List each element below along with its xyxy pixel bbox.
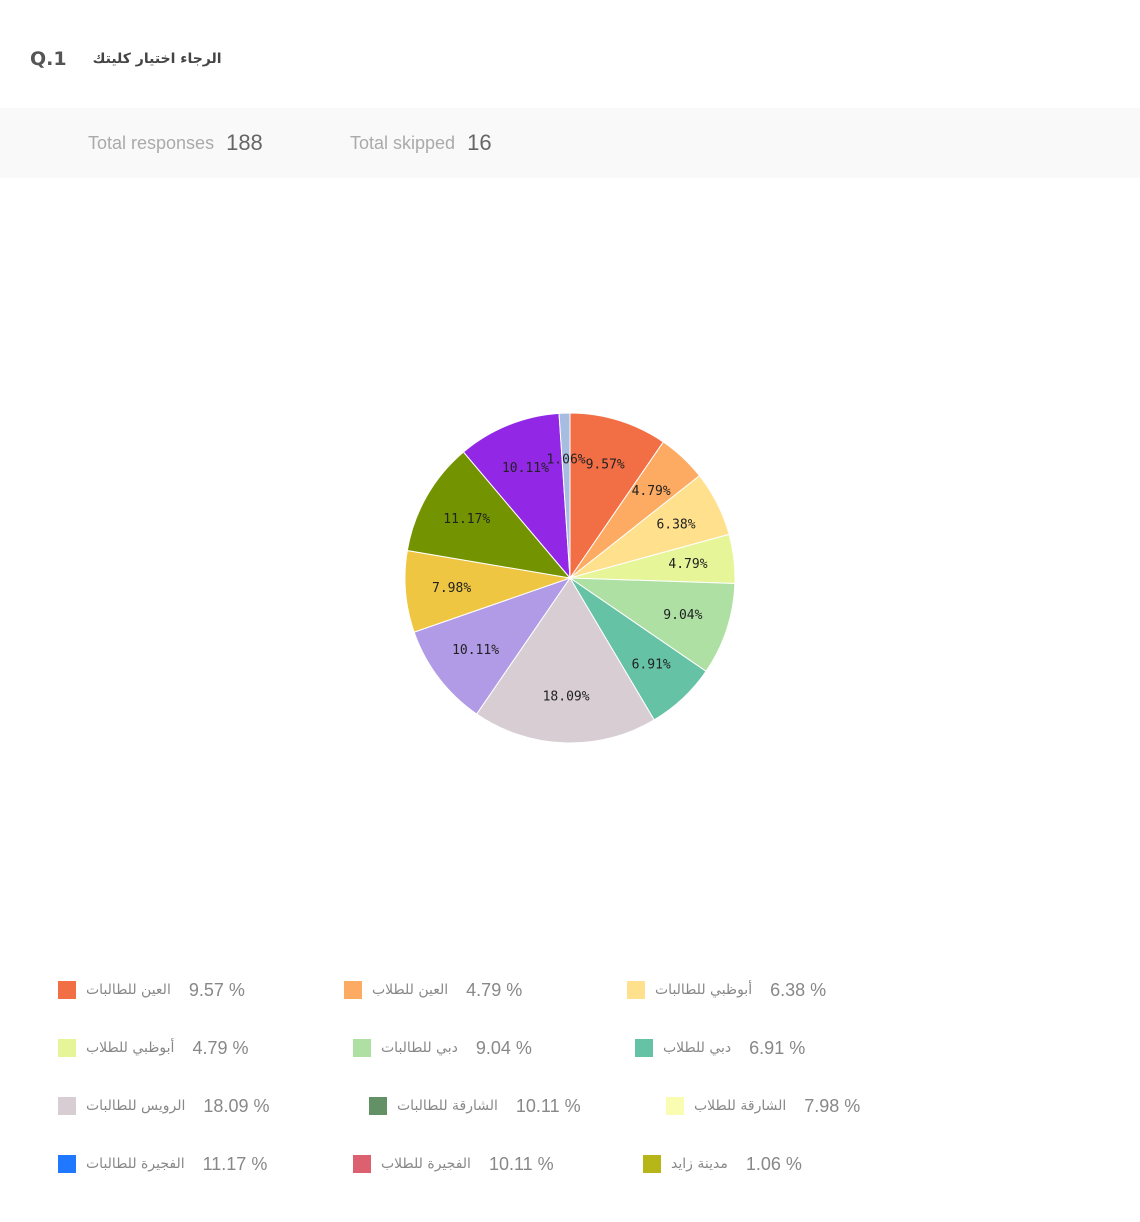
- legend-item[interactable]: أبوظبي للطلاب 4.79 %: [58, 1036, 248, 1060]
- pie-slice[interactable]: [569, 412, 665, 580]
- legend-value: 11.17 %: [202, 1153, 268, 1174]
- legend-label: مدينة زايد: [671, 1156, 728, 1172]
- legend-value: 4.79 %: [466, 979, 523, 1000]
- slice-label: 7.98%: [432, 581, 471, 596]
- slice-label: 6.91%: [632, 658, 671, 673]
- legend-item[interactable]: دبي للطالبات 9.04 %: [353, 1036, 532, 1060]
- legend-swatch: [58, 1155, 76, 1173]
- slice-label: 10.11%: [502, 461, 549, 476]
- pie-slice[interactable]: [462, 412, 571, 580]
- question-text: الرجاء اختيار كليتك: [92, 51, 222, 67]
- pie-chart: 9.57% 4.79% 6.38% 4.79% 9.04% 6.91% 18.09% 10.1…: [404, 412, 736, 744]
- legend-label: الفجيرة للطلاب: [381, 1156, 471, 1172]
- legend-label: الفجيرة للطالبات: [86, 1156, 185, 1172]
- total-responses-value: 188: [226, 130, 263, 155]
- slice-label: 1.06%: [546, 452, 585, 467]
- total-skipped: Total skipped 16: [350, 108, 492, 178]
- legend-value: 4.79 %: [192, 1037, 249, 1058]
- legend-label: الشارقة للطالبات: [397, 1098, 498, 1114]
- legend-swatch: [58, 1039, 76, 1057]
- legend-item[interactable]: الشارقة للطالبات 10.11 %: [369, 1094, 581, 1118]
- legend-value: 6.91 %: [749, 1037, 806, 1058]
- legend-value: 10.11 %: [515, 1095, 581, 1116]
- legend-item[interactable]: دبي للطلاب 6.91 %: [635, 1036, 805, 1060]
- question-number: Q.1: [30, 48, 67, 70]
- legend-item[interactable]: العين للطلاب 4.79 %: [344, 978, 522, 1002]
- legend-swatch: [635, 1039, 653, 1057]
- legend-value: 6.38 %: [770, 979, 827, 1000]
- slice-label: 4.79%: [632, 484, 671, 499]
- legend-swatch: [58, 981, 76, 999]
- legend-swatch: [344, 981, 362, 999]
- question-header: Q.1 الرجاء اختيار كليتك: [30, 44, 222, 74]
- pie-slice[interactable]: [558, 412, 571, 579]
- total-skipped-value: 16: [467, 130, 492, 155]
- legend-item[interactable]: الفجيرة للطالبات 11.17 %: [58, 1152, 267, 1176]
- pie-slice[interactable]: [475, 577, 655, 744]
- legend-swatch: [353, 1039, 371, 1057]
- legend-label: العين للطلاب: [372, 982, 449, 998]
- legend-value: 9.57 %: [188, 979, 245, 1000]
- total-skipped-label: Total skipped: [350, 132, 456, 153]
- pie-slice[interactable]: [568, 577, 736, 673]
- legend-value: 10.11 %: [488, 1153, 554, 1174]
- legend-item[interactable]: الرويس للطالبات 18.09 %: [58, 1094, 269, 1118]
- legend-label: دبي للطلاب: [663, 1040, 732, 1056]
- slice-label: 10.11%: [452, 643, 499, 658]
- slice-label: 9.04%: [663, 608, 702, 623]
- legend-label: أبوظبي للطالبات: [655, 982, 753, 998]
- legend-swatch: [627, 981, 645, 999]
- legend-label: دبي للطالبات: [381, 1040, 458, 1056]
- legend-item[interactable]: الشارقة للطلاب 7.98 %: [666, 1094, 860, 1118]
- legend-value: 18.09 %: [203, 1095, 270, 1116]
- pie-slice[interactable]: [413, 577, 572, 715]
- total-responses-label: Total responses: [88, 132, 215, 153]
- legend-label: أبوظبي للطلاب: [86, 1040, 175, 1056]
- legend-swatch: [369, 1097, 387, 1115]
- response-summary: Total responses 188 Total skipped 16: [0, 108, 1140, 178]
- slice-label: 9.57%: [586, 458, 625, 473]
- slice-label: 11.17%: [443, 512, 490, 527]
- pie-slice[interactable]: [406, 451, 572, 579]
- legend-value: 7.98 %: [804, 1095, 861, 1116]
- legend-item[interactable]: مدينة زايد 1.06 %: [643, 1152, 802, 1176]
- legend-item[interactable]: أبوظبي للطالبات 6.38 %: [627, 978, 826, 1002]
- legend-label: الرويس للطالبات: [86, 1098, 186, 1114]
- slice-label: 18.09%: [543, 690, 590, 705]
- total-responses: Total responses 188: [88, 108, 263, 178]
- legend-swatch: [643, 1155, 661, 1173]
- legend-label: العين للطالبات: [86, 982, 171, 998]
- slice-label: 6.38%: [656, 517, 695, 532]
- legend-item[interactable]: العين للطالبات 9.57 %: [58, 978, 245, 1002]
- legend-item[interactable]: الفجيرة للطلاب 10.11 %: [353, 1152, 554, 1176]
- legend-swatch: [666, 1097, 684, 1115]
- slice-label: 4.79%: [668, 557, 707, 572]
- legend-value: 1.06 %: [745, 1153, 802, 1174]
- legend-swatch: [58, 1097, 76, 1115]
- legend-swatch: [353, 1155, 371, 1173]
- legend-label: الشارقة للطلاب: [694, 1098, 787, 1114]
- legend-value: 9.04 %: [475, 1037, 532, 1058]
